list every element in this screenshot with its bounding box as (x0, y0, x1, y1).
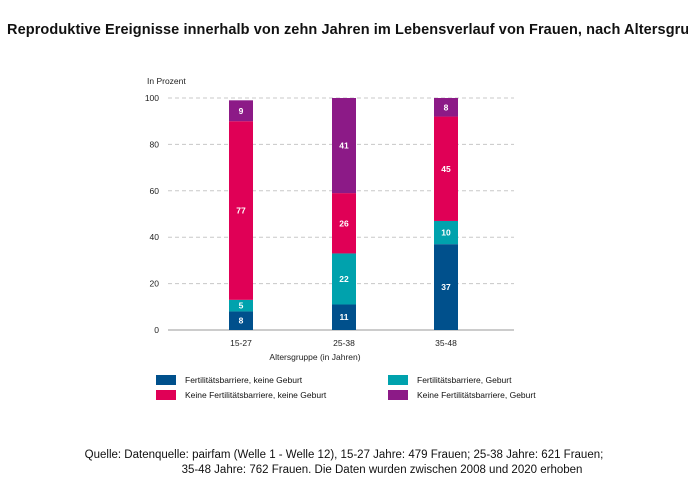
bar-segment (434, 116, 458, 221)
bar-segment (332, 304, 356, 330)
data-label: 9 (239, 106, 244, 116)
legend-swatch (156, 375, 176, 385)
data-label: 26 (339, 218, 349, 228)
legend-swatch (388, 390, 408, 400)
bar-segment (229, 121, 253, 300)
x-tick-label: 25-38 (333, 338, 355, 348)
data-label: 41 (339, 141, 349, 151)
data-label: 5 (239, 301, 244, 311)
data-label: 10 (441, 228, 451, 238)
x-axis-label: Altersgruppe (in Jahren) (269, 352, 360, 362)
y-axis-label: In Prozent (147, 76, 186, 86)
bar-segment (229, 100, 253, 122)
y-tick-label: 80 (150, 139, 160, 149)
y-tick-label: 40 (150, 232, 160, 242)
source-line-2-wrap: 35-48 Jahre: 762 Frauen. Die Daten wurde… (0, 464, 688, 476)
legend-item-fertility-barrier-no-birth: Fertilitätsbarriere, keine Geburt (156, 375, 302, 385)
legend-item-no-fertility-barrier-no-birth: Keine Fertilitätsbarriere, keine Geburt (156, 390, 326, 400)
data-label: 8 (239, 316, 244, 326)
source-line-1: Quelle: Datenquelle: pairfam (Welle 1 - … (84, 449, 604, 461)
data-label: 37 (441, 282, 451, 292)
y-tick-label: 0 (154, 325, 159, 335)
bar-segment (434, 244, 458, 330)
legend-label: Keine Fertilitätsbarriere, Geburt (417, 390, 536, 400)
data-label: 8 (444, 102, 449, 112)
legend-item-fertility-barrier-birth: Fertilitätsbarriere, Geburt (388, 375, 511, 385)
legend-label: Keine Fertilitätsbarriere, keine Geburt (185, 390, 327, 400)
y-tick-label: 100 (145, 93, 159, 103)
bar-segment (332, 193, 356, 254)
bar-segment (434, 98, 458, 117)
bar-segment (332, 253, 356, 305)
legend-swatch (388, 375, 408, 385)
legend-label: Fertilitätsbarriere, keine Geburt (185, 375, 303, 385)
data-label: 22 (339, 274, 349, 284)
stacked-bar-chart: In Prozent 0 20 40 60 80 100 8 5 77 9 15-27 11 22 26 41… (145, 76, 514, 362)
source-line-2: 35-48 Jahre: 762 Frauen. Die Daten wurde… (181, 464, 583, 476)
legend-item-no-fertility-barrier-birth: Keine Fertilitätsbarriere, Geburt (388, 390, 536, 400)
legend-swatch (156, 390, 176, 400)
x-tick-label: 15-27 (230, 338, 252, 348)
chart-title: Reproduktive Ereignisse innerhalb von ze… (7, 22, 688, 38)
data-label: 77 (236, 206, 246, 216)
y-tick-label: 20 (150, 279, 160, 289)
legend-label: Fertilitätsbarriere, Geburt (417, 375, 512, 385)
bar-segment (229, 311, 253, 330)
x-tick-label: 35-48 (435, 338, 457, 348)
bar-segment (434, 220, 458, 245)
data-label: 11 (340, 312, 349, 322)
bar-segment (332, 98, 356, 194)
bar-segment (229, 299, 253, 312)
data-label: 45 (441, 164, 451, 174)
y-tick-label: 60 (150, 186, 160, 196)
